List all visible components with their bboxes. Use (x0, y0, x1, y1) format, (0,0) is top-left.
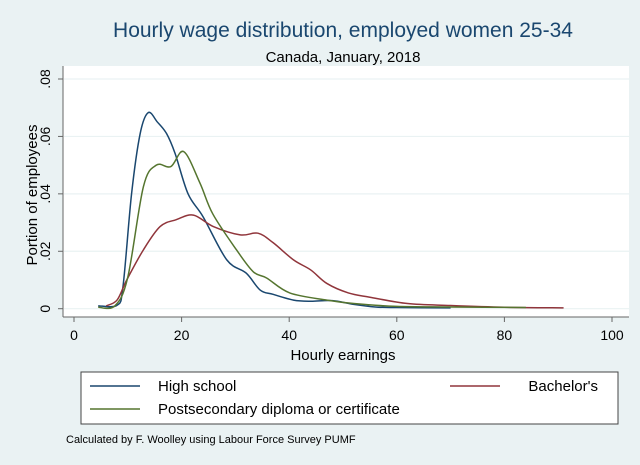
y-tick-label: .06 (37, 126, 53, 146)
x-tick-label: 100 (600, 327, 624, 343)
chart-subtitle: Canada, January, 2018 (266, 49, 421, 66)
x-tick-label: 40 (281, 327, 297, 343)
plot-area (63, 66, 629, 317)
legend-label-bachelors: Bachelor's (528, 378, 598, 395)
chart-title: Hourly wage distribution, employed women… (113, 19, 573, 42)
legend-label-high-school: High school (158, 378, 236, 395)
y-ticks: 0 .02 .04 .06 .08 (37, 69, 63, 313)
x-ticks: 0 20 40 60 80 100 (70, 317, 624, 343)
y-tick-label: .02 (37, 241, 53, 261)
legend-box (80, 371, 619, 425)
gridlines (64, 78, 629, 310)
x-tick-label: 20 (174, 327, 190, 343)
x-tick-label: 60 (389, 327, 405, 343)
chart-note: Calculated by F. Woolley using Labour Fo… (66, 434, 356, 446)
y-axis-label: Portion of employees (24, 125, 41, 266)
series-line-bachelor-s (105, 214, 564, 309)
legend: High school Bachelor's Postsecondary dip… (80, 371, 619, 425)
y-tick-label: .08 (37, 69, 53, 89)
x-tick-label: 0 (70, 327, 78, 343)
x-tick-label: 80 (497, 327, 513, 343)
x-axis-label: Hourly earnings (290, 347, 395, 364)
y-tick-label: .04 (37, 184, 53, 204)
legend-label-postsecondary: Postsecondary diploma or certificate (158, 401, 400, 418)
y-tick-label: 0 (37, 305, 53, 313)
series-line-postsecondary-diploma-or-certificate (98, 150, 526, 310)
series-lines (98, 111, 564, 310)
